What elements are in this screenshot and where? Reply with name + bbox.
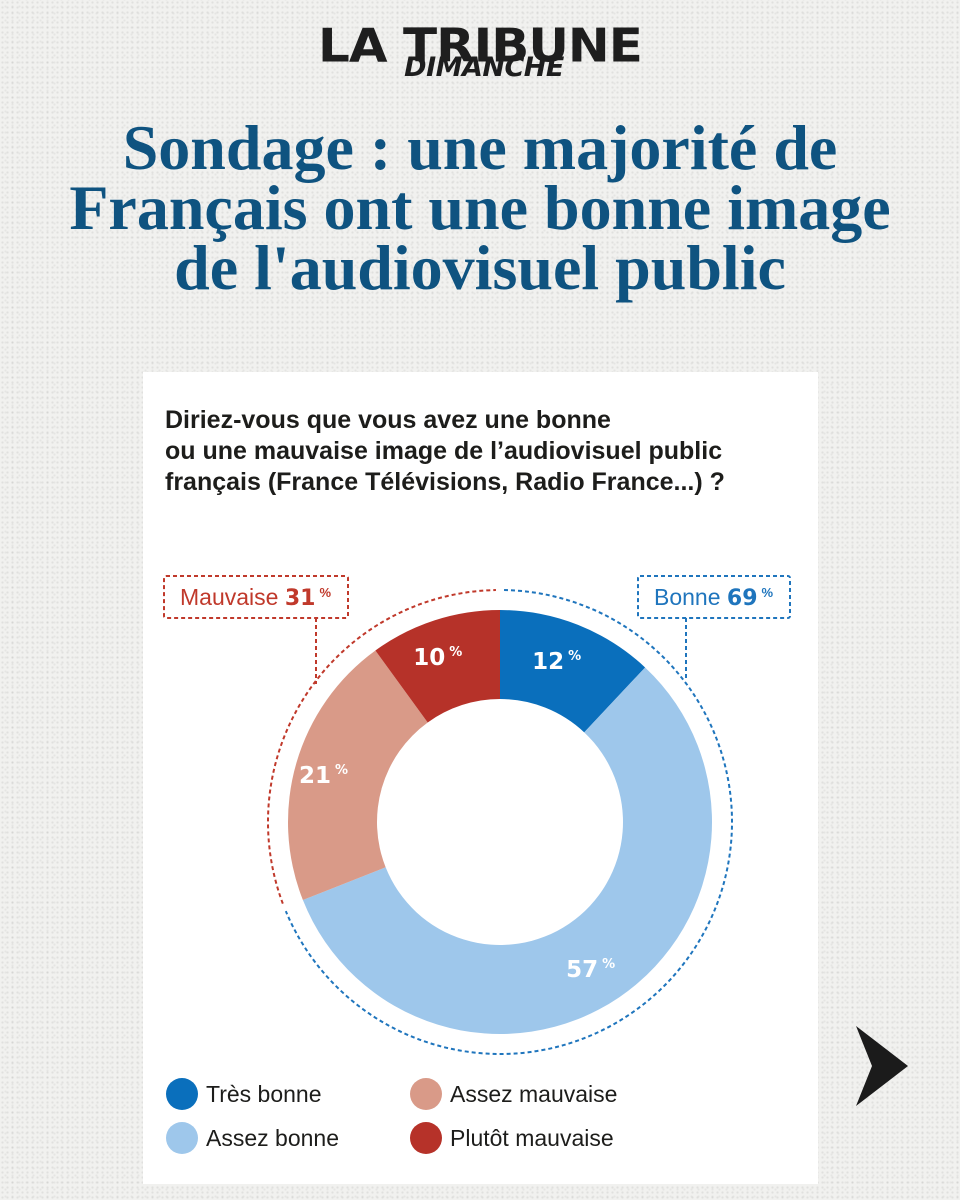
legend-swatch [410,1078,442,1110]
brand-name: LA TRIBUNE [318,19,643,73]
donut-slice [288,650,428,901]
legend-label: Plutôt mauvaise [450,1124,614,1151]
bonne-callout-label: Bonne 69% [654,584,774,611]
legend-item: Très bonne [166,1078,322,1110]
legend-swatch [410,1122,442,1154]
brand-logo: LA TRIBUNE [0,18,960,74]
mauvaise-callout-label: Mauvaise 31% [180,584,331,611]
donut-slice [302,667,712,1034]
mauvaise-callout-box [163,575,349,619]
legend-label: Très bonne [206,1080,322,1107]
page-title: Sondage : une majorité de Français ont u… [69,112,891,303]
question-line: français (France Télévisions, Radio Fran… [165,468,725,496]
legend-item: Assez bonne [166,1122,339,1154]
bonne-group-arc [284,589,733,1055]
chart-question: Diriez-vous que vous avez une bonne ou u… [165,405,795,498]
legend-item: Plutôt mauvaise [410,1122,614,1154]
chevron-right-icon[interactable] [850,1020,914,1112]
mauvaise-group-arc [267,589,496,904]
donut-slice [500,610,646,733]
legend-swatch [166,1122,198,1154]
legend-item: Assez mauvaise [410,1078,617,1110]
bonne-callout-box [637,575,791,619]
legend-label: Assez mauvaise [450,1080,618,1107]
brand-edition: DIMANCHE [404,52,564,83]
legend-swatch [166,1078,198,1110]
question-line: ou une mauvaise image de l’audiovisuel p… [165,437,723,465]
legend-label: Assez bonne [206,1124,339,1151]
slice-value-label: 10% [413,645,462,671]
donut-slice [375,610,500,723]
question-line: Diriez-vous que vous avez une bonne [165,406,611,434]
